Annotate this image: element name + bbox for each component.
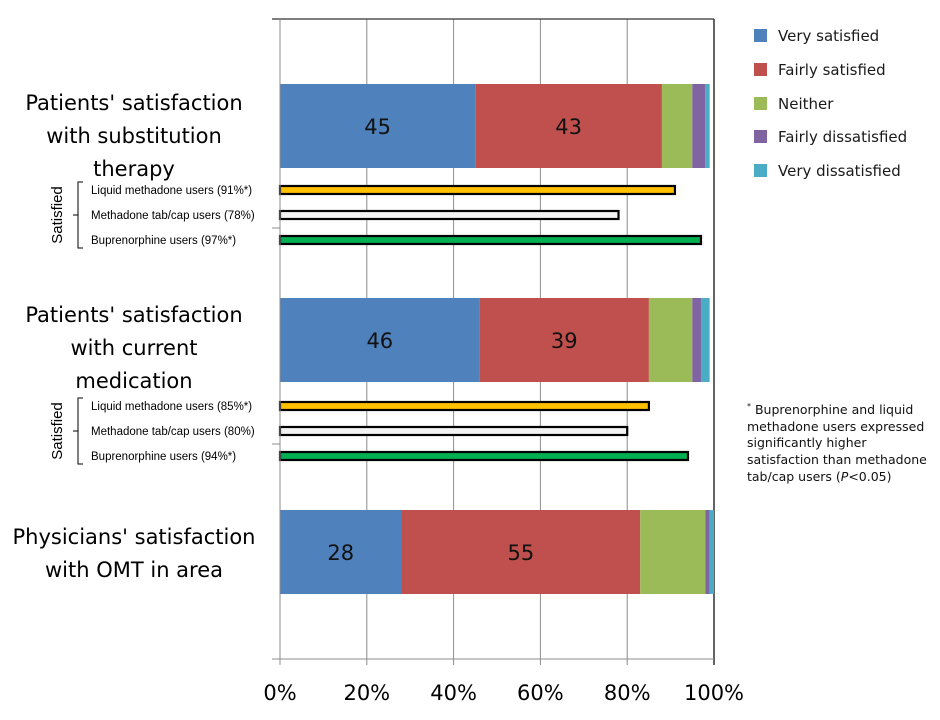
legend-label: Very satisfied — [778, 27, 879, 45]
footnote-marker: * — [747, 402, 751, 411]
legend-label: Very dissatisfied — [778, 162, 901, 180]
footnote-annotation: * Buprenorphine and liquid methadone use… — [747, 399, 927, 485]
segment-value-label: 28 — [327, 541, 354, 565]
bar-segment — [475, 84, 662, 168]
bar-segment — [692, 298, 701, 382]
satisfied-bar-label: Methadone tab/cap users (80%) — [91, 426, 255, 438]
legend-swatch — [754, 63, 767, 76]
bar-segment — [705, 84, 710, 168]
satisfied-bar-label: Methadone tab/cap users (78%) — [91, 210, 255, 222]
satisfied-bar-label: Liquid methadone users (85%*) — [91, 401, 252, 413]
x-tick-label: 80% — [604, 681, 651, 705]
legend-swatch — [754, 97, 767, 110]
satisfied-bar — [278, 450, 690, 462]
footnote-text: Buprenorphine and liquid methadone users… — [747, 402, 927, 484]
bar-segment — [661, 84, 693, 168]
footnote-p-symbol: P — [840, 468, 849, 484]
bar-segment — [401, 510, 641, 594]
category-labels: Patients' satisfaction with substitution t… — [13, 91, 256, 582]
bar-segment — [479, 298, 649, 382]
x-tick-label: 0% — [263, 681, 296, 705]
satisfied-bar — [278, 400, 650, 412]
bar-segment — [705, 510, 710, 594]
category-label: with substitution — [46, 124, 222, 148]
bar-segment — [700, 298, 710, 382]
category-label: with current — [71, 336, 198, 360]
satisfied-bar-label: Buprenorphine users (94%*) — [91, 451, 236, 463]
footnote-p-value: <0.05) — [848, 468, 892, 484]
group-bracket — [73, 181, 83, 249]
legend: Very satisfied Fairly satisfied Neither Fai… — [754, 27, 907, 180]
segment-value-label: 39 — [551, 329, 578, 353]
legend-swatch — [754, 164, 767, 177]
legend-label: Fairly satisfied — [778, 61, 886, 79]
category-label: medication — [75, 369, 192, 393]
segment-value-label: 45 — [364, 115, 391, 139]
satisfied-bar-label: Liquid methadone users (91%*) — [91, 185, 252, 197]
x-tick-label: 20% — [343, 681, 390, 705]
x-tick-label: 40% — [430, 681, 477, 705]
segment-value-label: 46 — [366, 329, 393, 353]
bar-segment — [280, 84, 476, 168]
bar-segment — [280, 510, 402, 594]
legend-label: Neither — [778, 95, 834, 113]
satisfied-group-label: Satisfied — [49, 402, 66, 460]
stacked-bars: 45 43 46 39 28 55 — [280, 84, 714, 594]
bar-segment — [280, 298, 480, 382]
legend-swatch — [754, 29, 767, 42]
category-label: therapy — [93, 157, 175, 181]
category-label: Patients' satisfaction — [25, 91, 242, 115]
x-axis: 0% 20% 40% 60% 80% 100% — [263, 19, 744, 705]
category-label: Patients' satisfaction — [25, 303, 242, 327]
category-label: with OMT in area — [45, 558, 223, 582]
satisfied-bar — [278, 234, 703, 246]
x-tick-label: 100% — [684, 681, 744, 705]
bar-segment — [648, 298, 693, 382]
satisfied-group-label: Satisfied — [49, 186, 66, 244]
group-bracket — [73, 397, 83, 465]
segment-value-label: 43 — [555, 115, 582, 139]
x-tick-label: 60% — [517, 681, 564, 705]
satisfied-bar-label: Buprenorphine users (97%*) — [91, 235, 236, 247]
bar-segment — [640, 510, 706, 594]
category-label: Physicians' satisfaction — [13, 525, 256, 549]
bar-segment — [709, 510, 714, 594]
satisfied-bar — [278, 184, 677, 196]
legend-label: Fairly dissatisfied — [778, 128, 907, 146]
satisfied-bar — [278, 425, 629, 437]
satisfied-bar — [278, 209, 620, 221]
bar-segment — [692, 84, 706, 168]
segment-value-label: 55 — [508, 541, 535, 565]
legend-swatch — [754, 130, 767, 143]
